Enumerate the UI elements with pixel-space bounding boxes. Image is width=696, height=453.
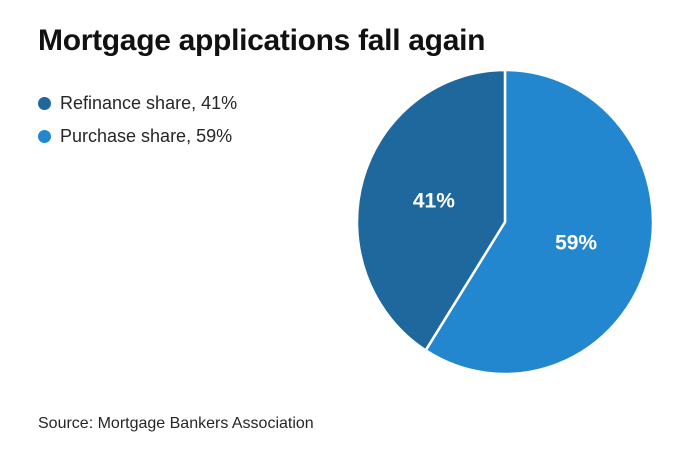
legend-item-purchase: Purchase share, 59%	[38, 126, 237, 146]
chart-title: Mortgage applications fall again	[38, 24, 486, 57]
pie-slice-purchase-share	[424, 68, 655, 376]
slice-label-refinance-share: 41%	[413, 189, 455, 212]
legend: Refinance share, 41% Purchase share, 59%	[38, 93, 237, 146]
refinance-legend-dot-icon	[38, 96, 51, 110]
purchase-legend-dot-icon	[38, 129, 51, 143]
slice-label-purchase-share: 59%	[555, 232, 597, 255]
source-attribution: Source: Mortgage Bankers Association	[38, 415, 314, 432]
legend-item-refinance: Refinance share, 41%	[38, 93, 237, 113]
legend-item-label: Purchase share, 59%	[60, 126, 233, 146]
pie-slice-refinance-share	[355, 68, 507, 352]
legend-item-label: Refinance share, 41%	[60, 93, 238, 113]
